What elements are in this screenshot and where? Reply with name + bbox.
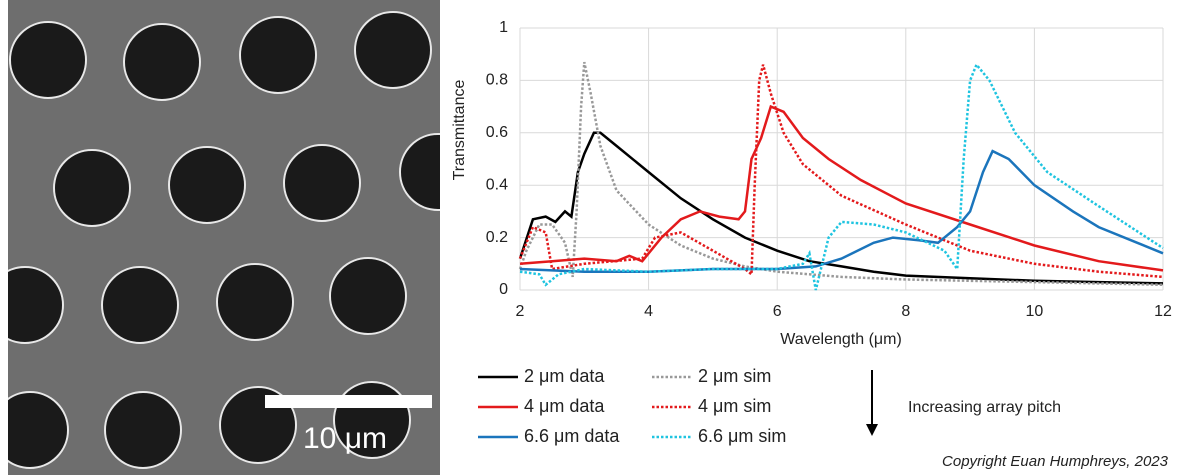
y-tick-label: 0.8 <box>486 72 508 89</box>
series-line <box>518 61 1164 287</box>
scale-bar <box>265 395 432 408</box>
copyright: Copyright Euan Humphreys, 2023 <box>942 453 1169 470</box>
legend-label: 4 μm sim <box>698 396 771 416</box>
scale-bar-label: 10 μm <box>303 422 387 455</box>
series-line <box>518 131 1164 285</box>
x-tick-label: 12 <box>1154 303 1172 320</box>
legend-label: 6.6 μm data <box>524 426 620 446</box>
legend-label: 2 μm sim <box>698 366 771 386</box>
y-tick-label: 0 <box>499 281 508 298</box>
legend-label: 6.6 μm sim <box>698 426 786 446</box>
series-line <box>519 104 1164 272</box>
series-line <box>518 64 1164 279</box>
x-tick-label: 8 <box>901 303 910 320</box>
y-tick-label: 0.6 <box>486 124 508 141</box>
series-line <box>519 149 1164 273</box>
legend-label: 2 μm data <box>524 366 605 386</box>
arrow <box>866 370 878 436</box>
sem-image: 10 μm <box>8 0 440 475</box>
series-line <box>519 62 1164 291</box>
x-tick-label: 4 <box>644 303 653 320</box>
x-axis-label: Wavelength (μm) <box>780 331 902 348</box>
x-tick-label: 2 <box>516 303 525 320</box>
x-tick-label: 10 <box>1026 303 1044 320</box>
y-tick-label: 1 <box>499 19 508 36</box>
legend-label: 4 μm data <box>524 396 605 416</box>
y-tick-label: 0.4 <box>486 176 508 193</box>
x-tick-label: 6 <box>773 303 782 320</box>
annotation: Increasing array pitch <box>908 399 1061 416</box>
y-tick-label: 0.2 <box>486 229 508 246</box>
y-axis-label: Transmittance <box>451 80 468 181</box>
